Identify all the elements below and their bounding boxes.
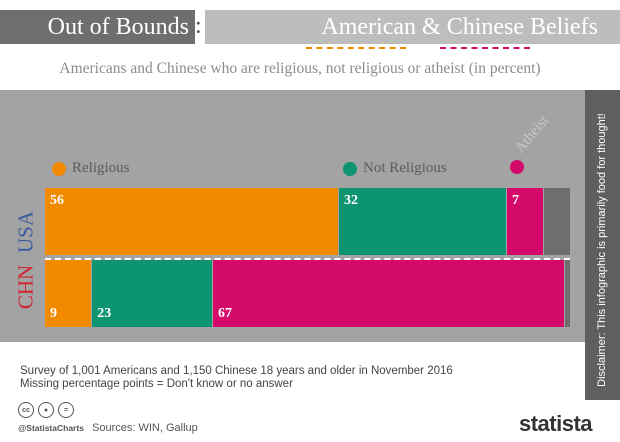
legend-dot-atheist bbox=[510, 160, 524, 174]
data-label-chn-not-religious: 23 bbox=[97, 306, 112, 321]
survey-note-line-1: Survey of 1,001 Americans and 1,150 Chin… bbox=[20, 365, 453, 377]
bar-chn-religious: 9 bbox=[45, 260, 93, 327]
legend-dot-not-religious bbox=[343, 161, 357, 176]
license-icons: cc ● = bbox=[18, 402, 74, 418]
bar-chn-not-religious: 23 bbox=[92, 260, 213, 327]
title-bar-end bbox=[600, 10, 620, 44]
social-handle[interactable]: @StatistaCharts bbox=[18, 423, 84, 433]
title-right: American & Chinese Beliefs bbox=[205, 10, 600, 44]
nd-icon: = bbox=[58, 402, 74, 418]
bar-chn-no-answer bbox=[564, 260, 570, 327]
data-label-usa-religious: 56 bbox=[50, 193, 64, 208]
legend-religious: Religious bbox=[52, 160, 130, 177]
sources: Sources: WIN, Gallup bbox=[92, 422, 198, 434]
country-label-usa: USA bbox=[13, 210, 38, 254]
chart-subtitle: Americans and Chinese who are religious,… bbox=[59, 60, 541, 77]
legend-label-not-religious: Not Religious bbox=[363, 160, 447, 176]
cc-icon: cc bbox=[18, 402, 34, 418]
country-label-chn: CHN bbox=[13, 264, 38, 310]
row-divider bbox=[45, 258, 570, 260]
survey-note: Survey of 1,001 Americans and 1,150 Chin… bbox=[20, 365, 453, 391]
legend-dot-religious bbox=[52, 161, 66, 176]
title-left: Out of Bounds bbox=[0, 10, 195, 44]
data-label-usa-not-religious: 32 bbox=[344, 193, 358, 208]
disclaimer-sidebar bbox=[585, 90, 620, 400]
bar-usa-religious: 56 bbox=[45, 188, 339, 255]
survey-note-line-2: Missing percentage points = Don't know o… bbox=[20, 378, 293, 390]
bar-usa-atheist: 7 bbox=[507, 188, 544, 255]
legend-atheist bbox=[510, 160, 530, 174]
legend-label-religious: Religious bbox=[72, 160, 130, 176]
bar-usa-not-religious: 32 bbox=[339, 188, 507, 255]
data-label-chn-atheist: 67 bbox=[218, 306, 232, 321]
disclaimer-text: Disclaimer: This infographic is primaril… bbox=[596, 113, 608, 387]
data-label-usa-atheist: 7 bbox=[512, 193, 519, 208]
bar-chn-atheist: 67 bbox=[213, 260, 565, 327]
title-underline-pink bbox=[440, 47, 530, 49]
title-underline-orange bbox=[306, 47, 406, 49]
legend-not-religious: Not Religious bbox=[343, 160, 447, 177]
statista-logo[interactable]: statista bbox=[519, 411, 593, 436]
by-icon: ● bbox=[38, 402, 54, 418]
bar-usa-no-answer bbox=[543, 188, 570, 255]
title-colon: : bbox=[195, 10, 205, 44]
data-label-chn-religious: 9 bbox=[50, 306, 57, 321]
